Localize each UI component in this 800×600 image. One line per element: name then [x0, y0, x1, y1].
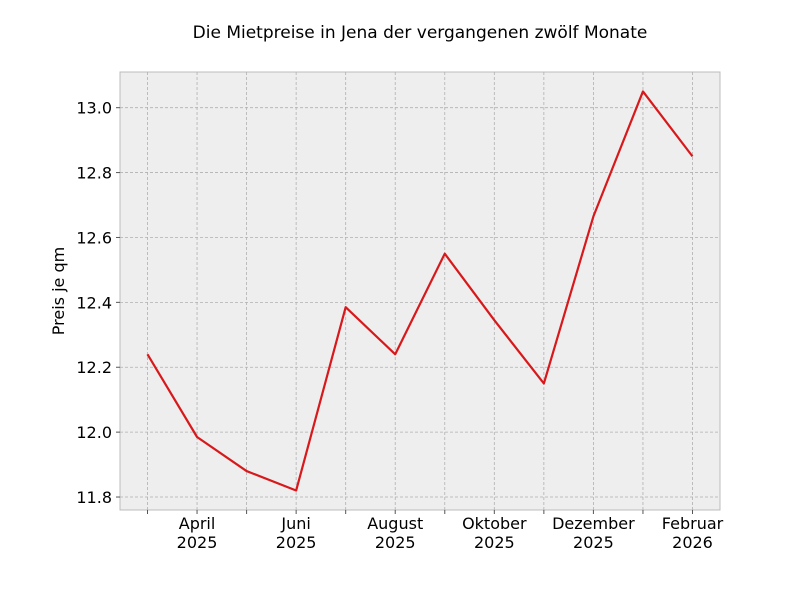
x-tick-label: Februar 2026 [662, 514, 724, 552]
y-tick-label: 12.8 [76, 164, 112, 183]
x-tick-label: August 2025 [367, 514, 423, 552]
x-tick-label: Juni 2025 [276, 514, 317, 552]
y-tick-label: 12.0 [76, 423, 112, 442]
chart-title: Die Mietpreise in Jena der vergangenen z… [193, 23, 648, 43]
plot-layer: 11.8 12.0 12.2 12.4 12.6 12.8 13.0 April 2025 Jun… [76, 72, 724, 552]
x-tick-label: Dezember 2025 [552, 514, 635, 552]
x-tick-label: April 2025 [177, 514, 218, 552]
y-axis-label: Preis je qm [49, 247, 68, 335]
y-tick-label: 11.8 [76, 488, 112, 507]
y-tick-label: 12.2 [76, 358, 112, 377]
y-tick-label: 12.6 [76, 228, 112, 247]
y-tick-label: 12.4 [76, 293, 112, 312]
plot-area [119, 71, 721, 511]
x-tick-label: Oktober 2025 [462, 514, 527, 552]
y-tick-label: 13.0 [76, 99, 112, 118]
data-line [146, 90, 694, 492]
